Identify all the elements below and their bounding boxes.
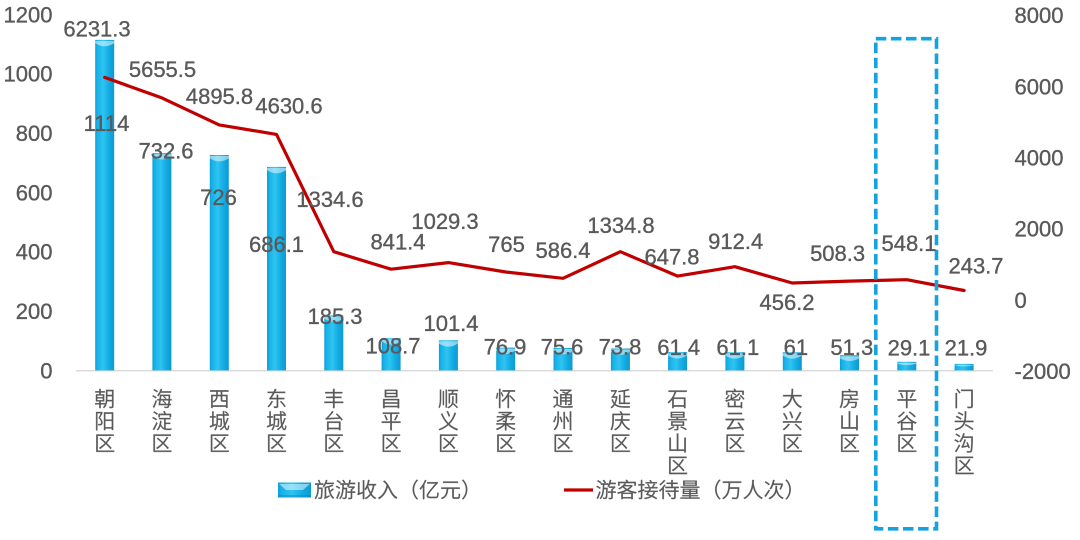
- svg-text:1334.6: 1334.6: [296, 187, 363, 212]
- svg-text:586.4: 586.4: [535, 238, 590, 263]
- svg-text:75.6: 75.6: [541, 334, 584, 359]
- svg-text:61.1: 61.1: [716, 335, 759, 360]
- svg-text:1000: 1000: [4, 62, 53, 87]
- svg-text:4000: 4000: [1015, 146, 1064, 171]
- svg-text:0: 0: [1015, 288, 1027, 313]
- svg-text:4895.8: 4895.8: [186, 84, 253, 109]
- svg-text:4630.6: 4630.6: [255, 93, 322, 118]
- svg-text:726: 726: [200, 185, 237, 210]
- svg-text:548.1: 548.1: [881, 231, 936, 256]
- svg-text:0: 0: [40, 358, 52, 383]
- svg-text:841.4: 841.4: [370, 229, 425, 254]
- svg-text:243.7: 243.7: [948, 253, 1003, 278]
- svg-text:73.8: 73.8: [599, 334, 642, 359]
- svg-text:6000: 6000: [1015, 74, 1064, 99]
- svg-text:29.1: 29.1: [888, 335, 931, 360]
- svg-text:1029.3: 1029.3: [411, 209, 478, 234]
- svg-text:8000: 8000: [1015, 3, 1064, 28]
- svg-text:-2000: -2000: [1015, 359, 1071, 384]
- svg-text:101.4: 101.4: [423, 311, 478, 336]
- svg-text:1334.8: 1334.8: [587, 213, 654, 238]
- svg-text:61: 61: [784, 335, 808, 360]
- svg-text:61.4: 61.4: [657, 335, 700, 360]
- svg-text:732.6: 732.6: [138, 138, 193, 163]
- svg-text:912.4: 912.4: [708, 229, 763, 254]
- svg-text:1200: 1200: [4, 2, 53, 27]
- svg-text:686.1: 686.1: [249, 232, 304, 257]
- svg-text:1114: 1114: [84, 111, 130, 136]
- svg-text:6231.3: 6231.3: [63, 17, 130, 42]
- svg-text:5655.5: 5655.5: [129, 57, 196, 82]
- svg-text:21.9: 21.9: [945, 335, 988, 360]
- svg-text:108.7: 108.7: [365, 333, 420, 358]
- svg-text:400: 400: [16, 240, 53, 265]
- svg-text:508.3: 508.3: [810, 241, 865, 266]
- svg-text:600: 600: [16, 180, 53, 205]
- svg-text:456.2: 456.2: [759, 290, 814, 315]
- svg-text:647.8: 647.8: [644, 244, 699, 269]
- svg-text:800: 800: [16, 121, 53, 146]
- svg-text:76.9: 76.9: [484, 334, 527, 359]
- svg-text:2000: 2000: [1015, 217, 1064, 242]
- svg-text:200: 200: [16, 299, 53, 324]
- svg-text:765: 765: [488, 232, 525, 257]
- svg-text:51.3: 51.3: [830, 335, 873, 360]
- svg-text:185.3: 185.3: [307, 304, 362, 329]
